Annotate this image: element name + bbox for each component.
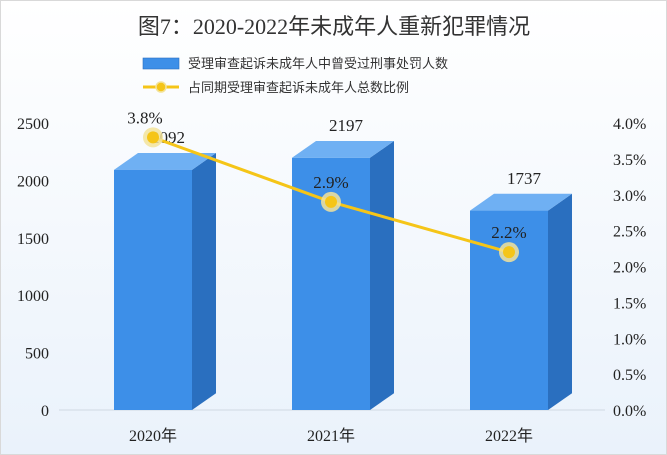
right-tick-label: 2.5% — [613, 224, 646, 241]
line-marker — [503, 246, 515, 259]
category-label: 2020年 — [129, 427, 177, 445]
bar-side — [370, 140, 394, 410]
right-tick-label: 1.0% — [613, 331, 646, 348]
legend: 受理审查起诉未成年人中曾受过刑事处罚人数 占同期受理审查起诉未成年人总数比例 — [142, 56, 448, 95]
line-marker — [325, 195, 337, 208]
right-tick-label: 0.5% — [613, 367, 646, 384]
right-y-axis-ticks: 0.0% 0.5% 1.0% 1.5% 2.0% 2.5% 3.0% 3.5% 4.0% — [613, 116, 646, 420]
bar-top — [114, 153, 216, 170]
bar-side — [192, 153, 216, 411]
legend-line-marker — [155, 81, 167, 93]
left-tick-label: 0 — [41, 403, 49, 420]
left-y-axis-ticks: 0 500 1000 1500 2000 2500 — [17, 116, 49, 420]
line-series: 3.8% 2.9% 2.2% — [127, 108, 527, 263]
chart-title: 图7：2020-2022年未成年人重新犯罪情况 — [138, 14, 530, 39]
right-tick-label: 2.0% — [613, 260, 646, 277]
left-tick-label: 1000 — [17, 288, 49, 305]
right-tick-label: 3.0% — [613, 188, 646, 205]
legend-bar-label: 受理审查起诉未成年人中曾受过刑事处罚人数 — [188, 56, 448, 71]
bar-side — [548, 193, 572, 410]
line-value-label: 2.9% — [313, 173, 348, 192]
bar-value-label: 2197 — [329, 116, 364, 135]
right-tick-label: 1.5% — [613, 295, 646, 312]
category-labels: 2020年 2021年 2022年 — [129, 427, 533, 445]
category-label: 2022年 — [485, 427, 533, 445]
bar-top — [292, 140, 394, 158]
category-label: 2021年 — [307, 427, 355, 445]
line-value-label: 3.8% — [127, 108, 162, 127]
bar-value-label: 1737 — [507, 169, 542, 188]
line-marker — [147, 131, 159, 144]
bar-front — [114, 169, 192, 410]
left-tick-label: 2000 — [17, 173, 49, 190]
left-tick-label: 500 — [25, 346, 49, 363]
line-value-label: 2.2% — [491, 223, 526, 242]
bar — [114, 153, 216, 411]
right-tick-label: 3.5% — [613, 152, 646, 169]
bar-top — [470, 193, 572, 211]
legend-bar-swatch — [142, 57, 180, 70]
left-tick-label: 2500 — [17, 116, 49, 133]
left-tick-label: 1500 — [17, 231, 49, 248]
legend-line-label: 占同期受理审查起诉未成年人总数比例 — [188, 80, 409, 95]
right-tick-label: 0.0% — [613, 403, 646, 420]
right-tick-label: 4.0% — [613, 116, 646, 133]
